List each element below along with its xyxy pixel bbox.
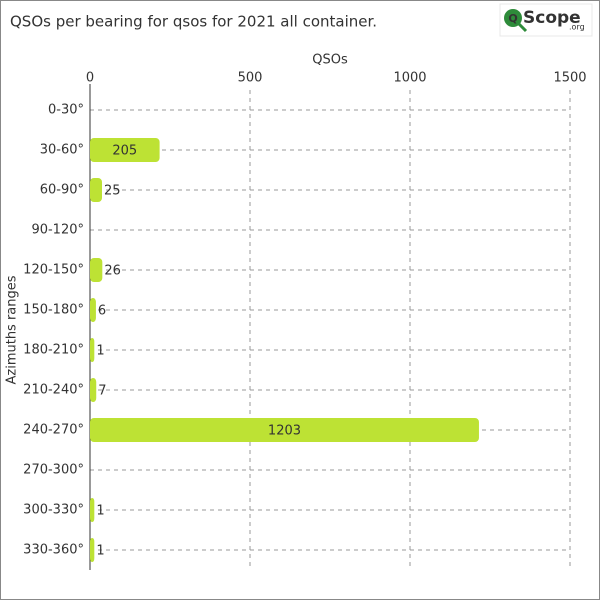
value-label: 25 (104, 184, 121, 199)
value-label: 1203 (268, 424, 301, 439)
logo-icon (504, 9, 522, 27)
y-tick-label: 120-150° (23, 263, 84, 278)
bar (90, 258, 103, 282)
value-label: 1 (96, 344, 104, 359)
bar (90, 178, 102, 202)
y-tick-label: 300-330° (23, 503, 84, 518)
x-tick-label: 0 (86, 71, 94, 86)
logo-suffix: .org (569, 23, 585, 32)
chart-title: QSOs per bearing for qsos for 2021 all c… (10, 13, 377, 31)
y-tick-label: 330-360° (23, 543, 84, 558)
value-label: 26 (104, 264, 121, 279)
x-tick-label: 1000 (393, 71, 426, 86)
bar (90, 298, 96, 322)
y-tick-label: 30-60° (40, 143, 84, 158)
value-label: 205 (112, 144, 137, 159)
y-tick-label: 90-120° (31, 223, 84, 238)
y-tick-label: 150-180° (23, 303, 84, 318)
logo-handle (517, 22, 528, 33)
logo-name: Scope (523, 8, 581, 28)
y-tick-label: 0-30° (48, 103, 84, 118)
y-axis-label: Azimuths ranges (5, 275, 20, 384)
y-tick-label: 270-300° (23, 463, 84, 478)
bar (90, 138, 160, 162)
value-label: 1 (96, 504, 104, 519)
value-label: 7 (98, 384, 106, 399)
value-label: 6 (98, 304, 106, 319)
y-tick-label: 210-240° (23, 383, 84, 398)
bar (90, 378, 97, 402)
y-tick-label: 240-270° (23, 423, 84, 438)
x-axis-label: QSOs (312, 53, 348, 68)
bar (90, 418, 479, 442)
x-tick-label: 1500 (553, 71, 586, 86)
y-tick-label: 60-90° (40, 183, 84, 198)
x-tick-label: 500 (238, 71, 263, 86)
y-tick-label: 180-210° (23, 343, 84, 358)
value-label: 1 (96, 544, 104, 559)
logo-mark: Q (508, 12, 517, 25)
logo: Q Scope .org (499, 3, 593, 37)
